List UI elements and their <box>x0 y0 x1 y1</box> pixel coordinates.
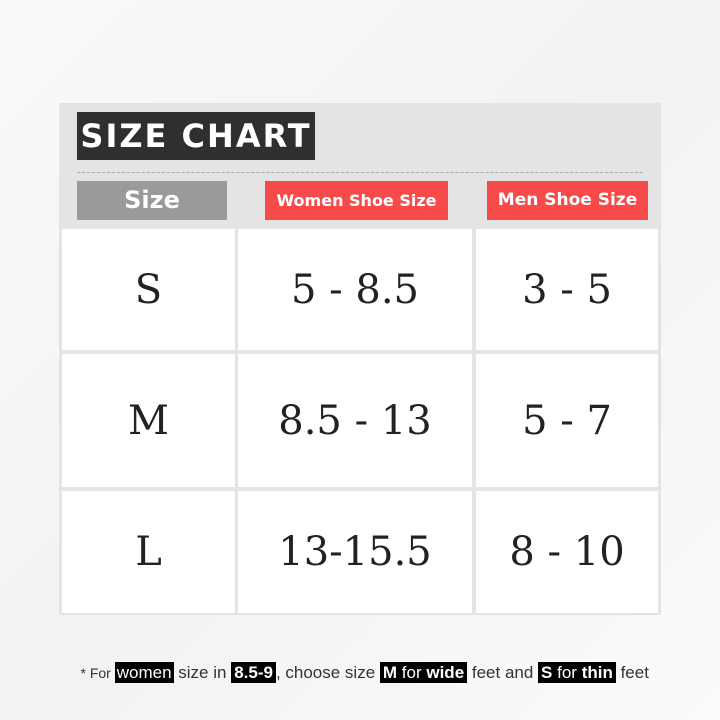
footnote-text: size in <box>173 663 232 682</box>
header-size: Size <box>77 181 227 220</box>
cell-size: M <box>62 354 235 487</box>
highlight-wide: wide <box>426 663 465 682</box>
cell-men: 3 - 5 <box>476 229 658 350</box>
cell-size: L <box>62 491 235 613</box>
highlight-m-wide: M for wide <box>379 662 468 683</box>
highlight-s-thin: S for thin <box>538 662 616 683</box>
highlight-range: 8.5-9 <box>231 662 276 683</box>
footnote-text: * For <box>80 665 115 681</box>
highlight-for: for <box>552 663 582 682</box>
header-men: Men Shoe Size <box>487 181 648 220</box>
highlight-m: M <box>382 663 398 682</box>
footnote-text: , choose size <box>275 663 380 682</box>
cell-size: S <box>62 229 235 350</box>
cell-women: 8.5 - 13 <box>238 354 472 487</box>
chart-title: SIZE CHART <box>77 112 315 160</box>
highlight-women: women <box>114 662 174 683</box>
highlight-s: S <box>541 663 553 682</box>
cell-women: 13-15.5 <box>238 491 472 613</box>
cell-men: 8 - 10 <box>476 491 658 613</box>
footnote-text: feet <box>615 663 649 682</box>
cell-women: 5 - 8.5 <box>238 229 472 350</box>
highlight-thin: thin <box>581 663 613 682</box>
dashed-divider <box>77 172 643 173</box>
footnote-text: feet and <box>467 663 539 682</box>
cell-men: 5 - 7 <box>476 354 658 487</box>
size-chart-panel: SIZE CHART Size Women Shoe Size Men Shoe… <box>59 103 661 615</box>
highlight-for: for <box>397 663 427 682</box>
header-women: Women Shoe Size <box>265 181 448 220</box>
footnote: * For women size in 8.5-9, choose size M… <box>0 643 720 683</box>
